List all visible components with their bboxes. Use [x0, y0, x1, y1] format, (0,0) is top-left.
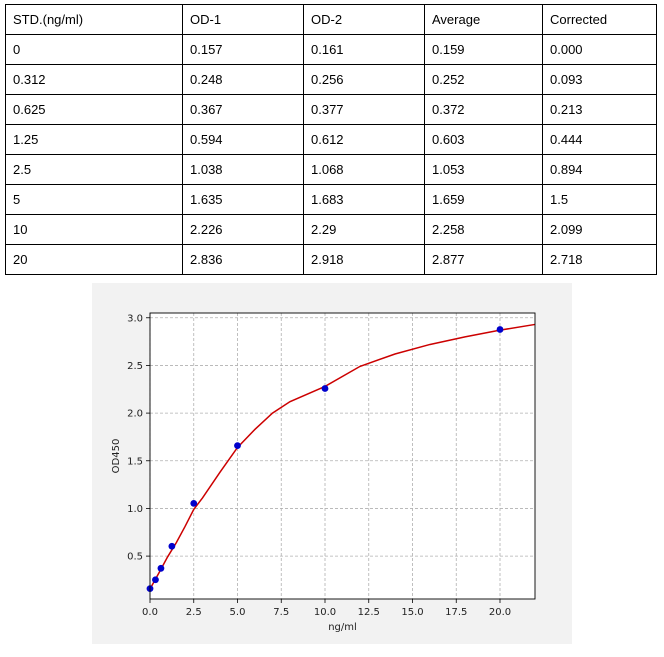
x-tick-label: 10.0 [314, 607, 336, 618]
cell-average: 0.159 [424, 34, 543, 65]
cell-std: 5 [5, 184, 183, 215]
standard-curve-chart: 0.0 2.5 5.0 7.5 10.0 12.5 15.0 17.5 20.0 0.5 1.0 1… [92, 283, 572, 644]
grid-lines [149, 313, 535, 599]
cell-corrected: 0.093 [542, 64, 657, 95]
cell-std: 0 [5, 34, 183, 65]
plot-area [150, 313, 535, 599]
cell-std: 1.25 [5, 124, 183, 155]
plot-frame [149, 312, 536, 600]
cell-od2: 2.918 [303, 244, 425, 275]
cell-average: 1.659 [424, 184, 543, 215]
cell-average: 0.603 [424, 124, 543, 155]
x-tick-label: 12.5 [358, 607, 380, 618]
cell-corrected: 0.000 [542, 34, 657, 65]
table-row: 0.312 0.248 0.256 0.252 0.093 [5, 64, 657, 95]
x-tick-label: 15.0 [401, 607, 423, 618]
cell-average: 0.372 [424, 94, 543, 125]
data-point [321, 385, 329, 392]
header-average: Average [424, 4, 543, 35]
cell-od1: 0.248 [182, 64, 304, 95]
cell-average: 2.258 [424, 214, 543, 245]
x-tick-label: 2.5 [186, 607, 202, 618]
cell-corrected: 2.099 [542, 214, 657, 245]
header-corrected: Corrected [542, 4, 657, 35]
table-row: 10 2.226 2.29 2.258 2.099 [5, 214, 657, 245]
data-point [168, 542, 176, 550]
table-row: 2.5 1.038 1.068 1.053 0.894 [5, 154, 657, 185]
cell-od2: 0.377 [303, 94, 425, 125]
cell-corrected: 0.444 [542, 124, 657, 155]
x-tick-label: 0.0 [142, 607, 158, 618]
header-std: STD.(ng/ml) [5, 4, 183, 35]
data-point [496, 326, 504, 333]
cell-std: 0.625 [5, 94, 183, 125]
data-points-layer [146, 326, 504, 593]
cell-od1: 1.038 [182, 154, 304, 185]
table-header-row: STD.(ng/ml) OD-1 OD-2 Average Corrected [5, 4, 657, 35]
x-tick-label: 20.0 [489, 607, 511, 618]
y-tick-label: 3.0 [127, 313, 143, 324]
data-point [157, 564, 165, 572]
chart-svg: 0.0 2.5 5.0 7.5 10.0 12.5 15.0 17.5 20.0 0.5 1.0 1… [111, 312, 536, 633]
cell-std: 0.312 [5, 64, 183, 95]
cell-od2: 0.256 [303, 64, 425, 95]
cell-od1: 0.367 [182, 94, 304, 125]
table-row: 1.25 0.594 0.612 0.603 0.444 [5, 124, 657, 155]
data-point [190, 499, 198, 507]
x-tick-label: 7.5 [273, 607, 289, 618]
fitted-curve-layer [149, 323, 536, 590]
x-tick-label: 5.0 [230, 607, 246, 618]
standard-curve-table: STD.(ng/ml) OD-1 OD-2 Average Corrected 0 0.15… [5, 4, 657, 275]
cell-corrected: 2.718 [542, 244, 657, 275]
cell-od1: 1.635 [182, 184, 304, 215]
cell-std: 2.5 [5, 154, 183, 185]
cell-od2: 2.29 [303, 214, 425, 245]
cell-average: 2.877 [424, 244, 543, 275]
x-tick-label: 17.5 [445, 607, 467, 618]
cell-std: 20 [5, 244, 183, 275]
cell-od1: 2.226 [182, 214, 304, 245]
cell-corrected: 0.213 [542, 94, 657, 125]
cell-corrected: 0.894 [542, 154, 657, 185]
cell-od2: 0.161 [303, 34, 425, 65]
fitted-curve-line [149, 323, 536, 590]
y-axis-label: OD450 [111, 439, 122, 474]
x-axis-label: ng/ml [328, 622, 357, 633]
table-row: 0 0.157 0.161 0.159 0.000 [5, 34, 657, 65]
cell-od2: 1.068 [303, 154, 425, 185]
header-od1: OD-1 [182, 4, 304, 35]
data-point [234, 442, 241, 450]
table-row: 5 1.635 1.683 1.659 1.5 [5, 184, 657, 215]
cell-corrected: 1.5 [542, 184, 657, 215]
cell-od1: 2.836 [182, 244, 304, 275]
y-tick-label: 2.0 [127, 409, 143, 420]
y-tick-label: 2.5 [127, 361, 143, 372]
cell-od1: 0.157 [182, 34, 304, 65]
cell-od2: 0.612 [303, 124, 425, 155]
cell-od1: 0.594 [182, 124, 304, 155]
table-row: 0.625 0.367 0.377 0.372 0.213 [5, 94, 657, 125]
cell-std: 10 [5, 214, 183, 245]
y-tick-label: 1.5 [127, 456, 143, 467]
cell-average: 0.252 [424, 64, 543, 95]
data-point [152, 576, 159, 584]
y-tick-label: 1.0 [127, 504, 143, 515]
header-od2: OD-2 [303, 4, 425, 35]
cell-average: 1.053 [424, 154, 543, 185]
y-tick-label: 0.5 [127, 552, 143, 563]
table-row: 20 2.836 2.918 2.877 2.718 [5, 244, 657, 275]
y-axis-ticks: 0.5 1.0 1.5 2.0 2.5 3.0 [127, 313, 150, 563]
x-axis-ticks: 0.0 2.5 5.0 7.5 10.0 12.5 15.0 17.5 20.0 [142, 599, 511, 618]
cell-od2: 1.683 [303, 184, 425, 215]
